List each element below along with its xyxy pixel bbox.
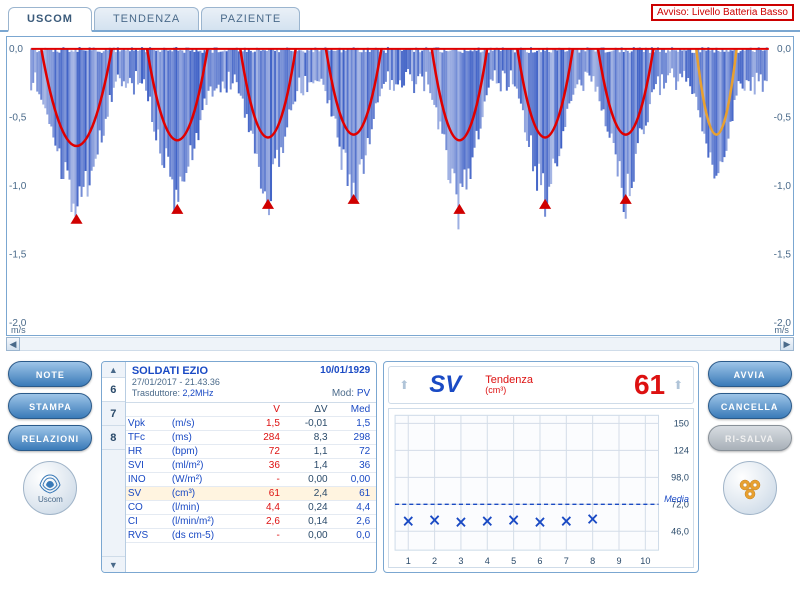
trend-prev-icon[interactable]: ⬆ (395, 378, 413, 392)
scroll-track[interactable] (20, 337, 780, 351)
doppler-spectrogram[interactable]: 0,00,0-0,5-0,5-1,0-1,0-1,5-1,5-2,0-2,0m/… (6, 36, 794, 336)
svg-text:-1,0: -1,0 (774, 181, 792, 192)
svg-text:6: 6 (538, 556, 543, 566)
relazioni-button[interactable]: RELAZIONI (8, 425, 92, 451)
table-row[interactable]: RVS(ds cm-5)-0,000,0 (126, 529, 376, 543)
svg-text:-1,5: -1,5 (774, 250, 792, 261)
tab-bar: USCOM TENDENZA PAZIENTE Avviso: Livello … (0, 0, 800, 32)
trend-label: Tendenza (cm³) (485, 374, 533, 396)
svg-text:0,0: 0,0 (777, 44, 791, 55)
beat-number-8[interactable]: 8 (102, 426, 125, 450)
svg-text:2: 2 (432, 556, 437, 566)
svg-text:4: 4 (485, 556, 490, 566)
col-med: Med (334, 403, 377, 417)
settings-button[interactable] (723, 461, 777, 515)
tab-paziente[interactable]: PAZIENTE (201, 7, 300, 30)
beat-down-icon[interactable]: ▼ (102, 556, 125, 572)
svg-text:-1,0: -1,0 (9, 181, 27, 192)
col-v: V (248, 403, 286, 417)
tab-uscom[interactable]: USCOM (8, 7, 92, 32)
battery-warning: Avviso: Livello Batteria Basso (651, 4, 794, 21)
uscom-logo[interactable]: Uscom (23, 461, 77, 515)
table-row[interactable]: INO(W/m²)-0,000,00 (126, 473, 376, 487)
trend-header: ⬆ SV Tendenza (cm³) 61 ⬆ (388, 366, 694, 404)
svg-text:124: 124 (674, 445, 689, 455)
spectrogram-panel: 0,00,0-0,5-0,5-1,0-1,0-1,5-1,5-2,0-2,0m/… (0, 32, 800, 353)
risalva-button[interactable]: RI-SALVA (708, 425, 792, 451)
scroll-right-icon[interactable]: ▶ (780, 337, 794, 351)
exam-datetime: 27/01/2017 - 21.43.36 (132, 377, 220, 387)
table-row[interactable]: CI(l/min/m²)2,60,142,6 (126, 515, 376, 529)
svg-text:m/s: m/s (11, 325, 26, 335)
svg-text:7: 7 (564, 556, 569, 566)
svg-text:1: 1 (406, 556, 411, 566)
svg-text:0,0: 0,0 (9, 44, 23, 55)
svg-text:Media: Media (664, 494, 689, 504)
table-row[interactable]: TFc(ms)2848,3298 (126, 431, 376, 445)
svg-text:5: 5 (511, 556, 516, 566)
left-button-column: NOTE STAMPA RELAZIONI Uscom (6, 361, 95, 573)
patient-header: SOLDATI EZIO 10/01/1929 27/01/2017 - 21.… (126, 362, 376, 403)
measurement-panel: ▲ 6 7 8 ▼ SOLDATI EZIO 10/01/1929 27/01/… (101, 361, 377, 573)
transducer-label: Trasduttore: 2,2MHz (132, 388, 214, 398)
avvia-button[interactable]: AVVIA (708, 361, 792, 387)
gear-icon (734, 472, 766, 504)
table-row[interactable]: CO(l/min)4,40,244,4 (126, 501, 376, 515)
col-dv: ΔV (286, 403, 334, 417)
spectro-scrollbar[interactable]: ◀ ▶ (6, 337, 794, 351)
svg-text:46,0: 46,0 (671, 526, 689, 536)
svg-text:8: 8 (590, 556, 595, 566)
right-button-column: AVVIA CANCELLA RI-SALVA (705, 361, 794, 573)
mode-label: Mod: PV (332, 388, 370, 399)
stampa-button[interactable]: STAMPA (8, 393, 92, 419)
svg-text:-0,5: -0,5 (774, 112, 792, 123)
beat-number-7[interactable]: 7 (102, 402, 125, 426)
svg-text:m/s: m/s (774, 325, 789, 335)
bottom-row: NOTE STAMPA RELAZIONI Uscom ▲ 6 7 8 ▼ SO… (0, 353, 800, 581)
svg-text:-1,5: -1,5 (9, 250, 27, 261)
patient-name: SOLDATI EZIO (132, 365, 208, 377)
table-row[interactable]: Vpk(m/s)1,5-0,011,5 (126, 417, 376, 431)
table-header-row: V ΔV Med (126, 403, 376, 417)
trend-param-label: SV (429, 371, 461, 399)
beat-up-icon[interactable]: ▲ (102, 362, 125, 378)
logo-text: Uscom (38, 495, 63, 504)
beat-selector-column: ▲ 6 7 8 ▼ (102, 362, 126, 572)
beat-number-6[interactable]: 6 (102, 378, 125, 402)
table-row[interactable]: HR(bpm)721,172 (126, 445, 376, 459)
trend-panel: ⬆ SV Tendenza (cm³) 61 ⬆ 15012498,072,04… (383, 361, 699, 573)
svg-text:10: 10 (640, 556, 650, 566)
scroll-left-icon[interactable]: ◀ (6, 337, 20, 351)
svg-text:98,0: 98,0 (671, 472, 689, 482)
note-button[interactable]: NOTE (8, 361, 92, 387)
table-row[interactable]: SV(cm³)612,461 (126, 487, 376, 501)
svg-text:3: 3 (459, 556, 464, 566)
trend-value: 61 (634, 369, 665, 401)
measurement-table: V ΔV Med Vpk(m/s)1,5-0,011,5TFc(ms)2848,… (126, 403, 376, 543)
trend-chart[interactable]: 15012498,072,046,012345678910Media (388, 408, 694, 568)
cancella-button[interactable]: CANCELLA (708, 393, 792, 419)
patient-dob: 10/01/1929 (320, 365, 370, 376)
tab-tendenza[interactable]: TENDENZA (94, 7, 199, 30)
svg-text:-0,5: -0,5 (9, 112, 27, 123)
table-row[interactable]: SVI(ml/m²)361,436 (126, 459, 376, 473)
svg-text:150: 150 (674, 418, 689, 428)
patient-data: SOLDATI EZIO 10/01/1929 27/01/2017 - 21.… (126, 362, 376, 572)
uscom-logo-icon (35, 473, 65, 495)
trend-next-icon[interactable]: ⬆ (669, 378, 687, 392)
svg-text:9: 9 (617, 556, 622, 566)
